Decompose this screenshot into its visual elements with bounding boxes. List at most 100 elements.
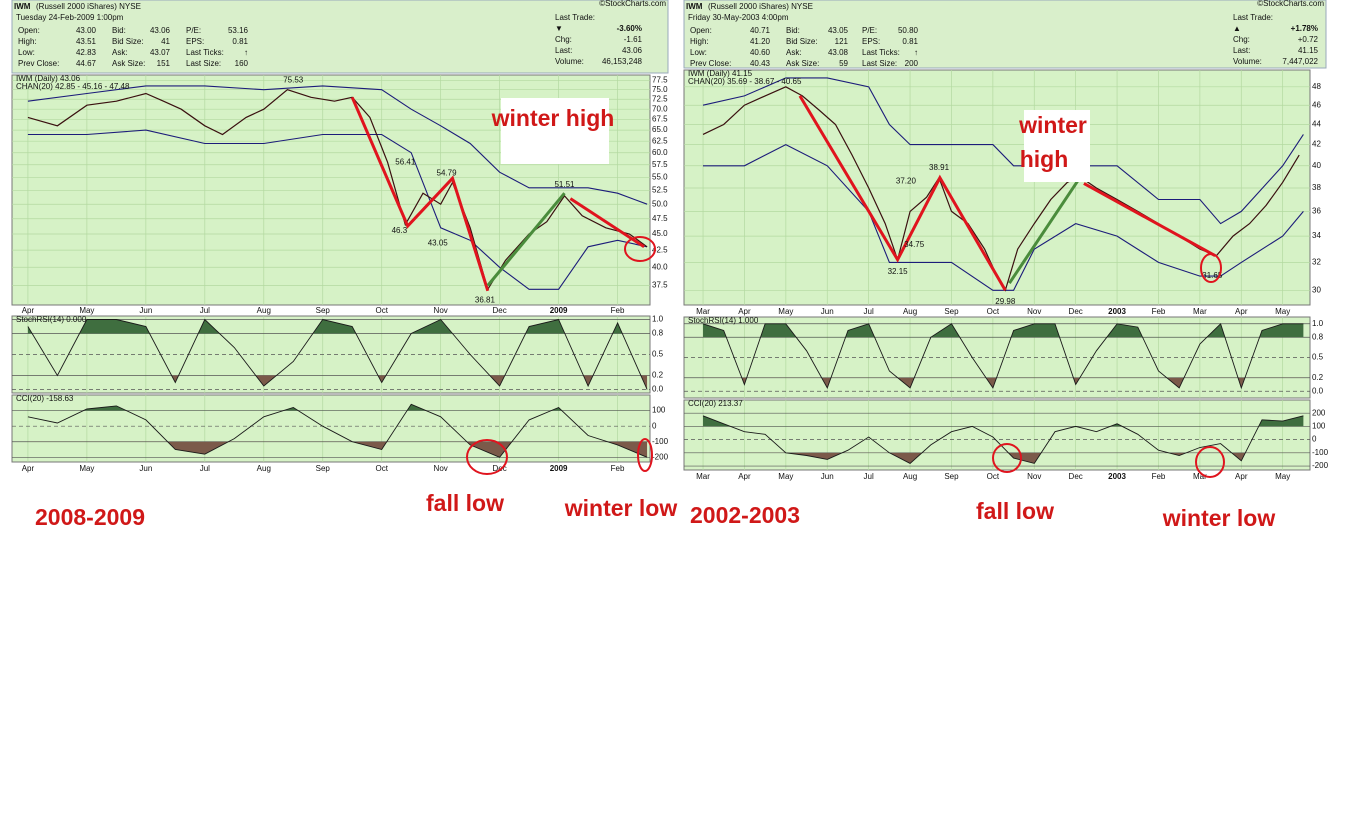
point-label: 34.75: [904, 240, 925, 249]
x-tick-label: Jun: [821, 307, 834, 316]
circle: [637, 438, 653, 472]
point-label: 36.81: [475, 295, 496, 304]
point-label: 29.98: [995, 297, 1016, 306]
y-tick-label: 46: [1312, 100, 1321, 109]
y-tick-label: 62.5: [652, 136, 668, 145]
y-tick-label: 34: [1312, 231, 1321, 240]
channel-lower: [27, 129, 648, 290]
source: ©StockCharts.com: [1257, 0, 1324, 8]
legend-entry: StochRSI(14) 0.000: [16, 315, 87, 324]
quote-label: Open:: [18, 26, 40, 35]
quote-label: Prev Close:: [690, 59, 731, 68]
overbought-fill: [27, 404, 648, 411]
quote-label: Bid Size:: [112, 37, 144, 46]
quote-value: 41.20: [750, 37, 771, 46]
quote-value: 53.16: [228, 26, 249, 35]
y-tick-label: 70.0: [652, 104, 668, 113]
quote-value: 7,447,022: [1282, 57, 1318, 66]
point-label: 54.79: [437, 168, 458, 177]
x-tick-label: Aug: [257, 306, 271, 315]
point-label: 75.53: [283, 76, 304, 85]
quote-label: High:: [690, 37, 709, 46]
quote-value: -1.61: [624, 35, 643, 44]
quote-value: 46,153,248: [602, 57, 643, 66]
x-tick-label: Dec: [493, 464, 507, 473]
quote-label: Open:: [690, 26, 712, 35]
quote-value: 43.06: [150, 26, 171, 35]
trend-line: [486, 192, 566, 287]
quote-label: Chg:: [555, 35, 572, 44]
y-tick-label: 75.0: [652, 85, 668, 94]
quote-value: ↑: [914, 48, 918, 57]
header: [683, 0, 1327, 69]
point-label: 31.65: [1202, 271, 1223, 280]
callout: high: [1020, 146, 1069, 172]
channel-upper: [702, 77, 1304, 225]
quote-label: Ask:: [112, 48, 128, 57]
x-tick-label: Dec: [1069, 472, 1083, 481]
point-label: 38.91: [929, 163, 950, 172]
y-tick-label: -100: [1312, 448, 1329, 457]
y-tick-label: 0.0: [652, 385, 664, 394]
quote-label: EPS:: [862, 37, 880, 46]
y-tick-label: 1.0: [652, 315, 664, 324]
oversold-fill: [27, 375, 648, 390]
x-tick-label: Oct: [375, 306, 388, 315]
circle: [1195, 446, 1225, 478]
quote-value: 43.08: [828, 48, 849, 57]
y-tick-label: 47.5: [652, 214, 668, 223]
quote-value: 121: [835, 37, 849, 46]
x-tick-label: Jun: [139, 464, 152, 473]
trend-line: [1008, 176, 1082, 285]
quote-label: Last Size:: [186, 59, 221, 68]
point-label: 46.3: [392, 226, 408, 235]
price-panel: [683, 69, 1311, 306]
y-tick-label: 0.2: [1312, 373, 1324, 382]
quote-value: 160: [235, 59, 249, 68]
date: Tuesday 24-Feb-2009 1:00pm: [16, 13, 124, 22]
caption: fall low: [976, 498, 1054, 524]
quote-label: Last:: [555, 46, 572, 55]
title: IWM: [686, 2, 703, 11]
oversold-fill: [703, 377, 1304, 388]
x-tick-label: Aug: [257, 464, 271, 473]
y-tick-label: 60.0: [652, 148, 668, 157]
x-tick-label: Nov: [434, 306, 448, 315]
y-tick-label: 45.0: [652, 229, 668, 238]
x-tick-label: Apr: [1235, 307, 1248, 316]
x-tick-label: Jul: [200, 464, 210, 473]
quote-label: Volume:: [1233, 57, 1262, 66]
y-tick-label: 0.0: [1312, 386, 1324, 395]
y-tick-label: 57.5: [652, 160, 668, 169]
x-tick-label: Sep: [944, 307, 959, 316]
legend-entry: IWM (Daily) 41.15: [688, 69, 753, 78]
quote-value: +1.78%: [1291, 24, 1318, 33]
legend-entry: IWM (Daily) 43.06: [16, 74, 81, 83]
callout: winter high: [491, 105, 615, 131]
x-tick-label: 2003: [1108, 307, 1126, 316]
y-tick-label: 32: [1312, 257, 1321, 266]
quote-label: Ask:: [786, 48, 802, 57]
circle: [624, 236, 656, 262]
legend-entry: CCI(20) -158.63: [16, 394, 74, 403]
quote-label: Last Ticks:: [186, 48, 224, 57]
y-tick-label: 0.8: [1312, 332, 1324, 341]
x-tick-label: Oct: [987, 307, 1000, 316]
caption: fall low: [426, 490, 504, 516]
x-tick-label: Apr: [738, 307, 751, 316]
y-tick-label: 72.5: [652, 94, 668, 103]
x-tick-label: Apr: [22, 306, 35, 315]
quote-value: 42.83: [76, 48, 97, 57]
quote-value: 43.06: [622, 46, 643, 55]
quote-label: ▲: [1233, 24, 1241, 33]
y-tick-label: 0.2: [652, 371, 664, 380]
quote-label: Last Ticks:: [862, 48, 900, 57]
overbought-fill: [27, 319, 648, 334]
y-tick-label: 0.8: [652, 329, 664, 338]
quote-label: EPS:: [186, 37, 204, 46]
x-tick-label: Jun: [139, 306, 152, 315]
caption: winter low: [564, 495, 678, 521]
x-tick-label: May: [778, 307, 793, 316]
quote-label: Bid:: [112, 26, 126, 35]
y-tick-label: 55.0: [652, 172, 668, 181]
